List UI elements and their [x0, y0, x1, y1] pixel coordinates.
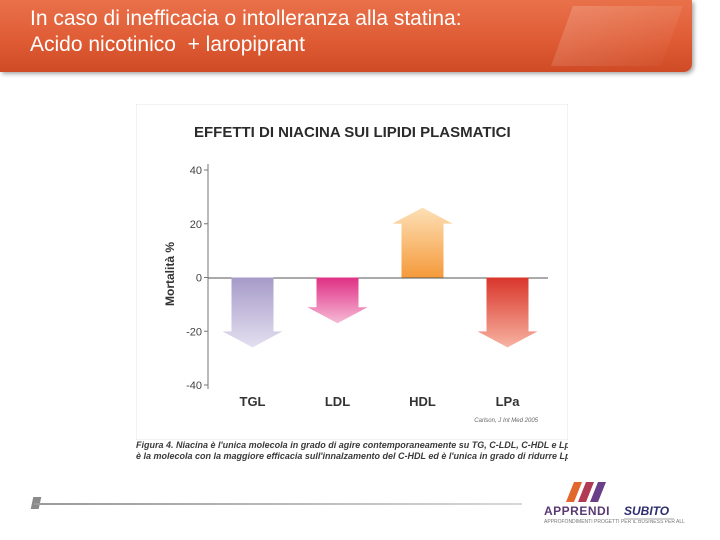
logo-underline: [624, 518, 674, 520]
bar-lpa: [477, 277, 538, 348]
slide-title-line2: Acido nicotinico + laropiprant: [30, 33, 305, 56]
bar-tgl: [222, 277, 283, 348]
caption-line1: Figura 4. Niacina è l'unica molecola in …: [136, 440, 568, 450]
logo-tagline: APPROFONDIMENTI PROGETTI PER IL BUSINESS…: [544, 519, 685, 525]
logo-brand2: SUBITO: [624, 504, 670, 518]
niacin-lipids-chart: EFFETTI DI NIACINA SUI LIPIDI PLASMATICI…: [136, 104, 568, 440]
source-note: Carlson, J Int Med 2005: [474, 418, 538, 424]
bar-hdl: [392, 207, 453, 278]
logo-mark-icon: [566, 482, 606, 502]
category-label-lpa: LPa: [496, 394, 521, 409]
header-decoration: [551, 6, 683, 66]
category-label-ldl: LDL: [325, 394, 350, 409]
slide-header: In caso di inefficacia o intolleranza al…: [0, 0, 692, 72]
y-tick-label: -40: [186, 380, 202, 392]
bar-ldl: [307, 277, 368, 324]
slide-title: In caso di inefficacia o intolleranza al…: [30, 6, 462, 58]
figure-caption: Figura 4. Niacina è l'unica molecola in …: [136, 440, 568, 462]
y-axis-ticks: 40 20 0 -20 -40: [186, 165, 208, 392]
chart-title: EFFETTI DI NIACINA SUI LIPIDI PLASMATICI: [194, 124, 511, 141]
y-tick-label: 20: [190, 219, 202, 231]
y-tick-label: 0: [196, 273, 202, 285]
slide-title-line1: In caso di inefficacia o intolleranza al…: [30, 7, 462, 30]
x-axis-categories: TGL LDL HDL LPa: [240, 394, 521, 409]
caption-line2: è la molecola con la maggiore efficacia …: [136, 451, 568, 461]
category-label-tgl: TGL: [240, 394, 266, 409]
logo-brand: APPRENDI: [544, 504, 611, 518]
footer-divider: [34, 503, 522, 505]
category-label-hdl: HDL: [409, 394, 436, 409]
y-axis-label: Mortalità %: [163, 242, 177, 306]
y-tick-label: -20: [186, 326, 202, 338]
bar-series: [222, 207, 538, 348]
y-tick-label: 40: [190, 165, 202, 177]
apprendi-subito-logo: APPRENDI APPROFONDIMENTI PROGETTI PER IL…: [540, 478, 690, 528]
